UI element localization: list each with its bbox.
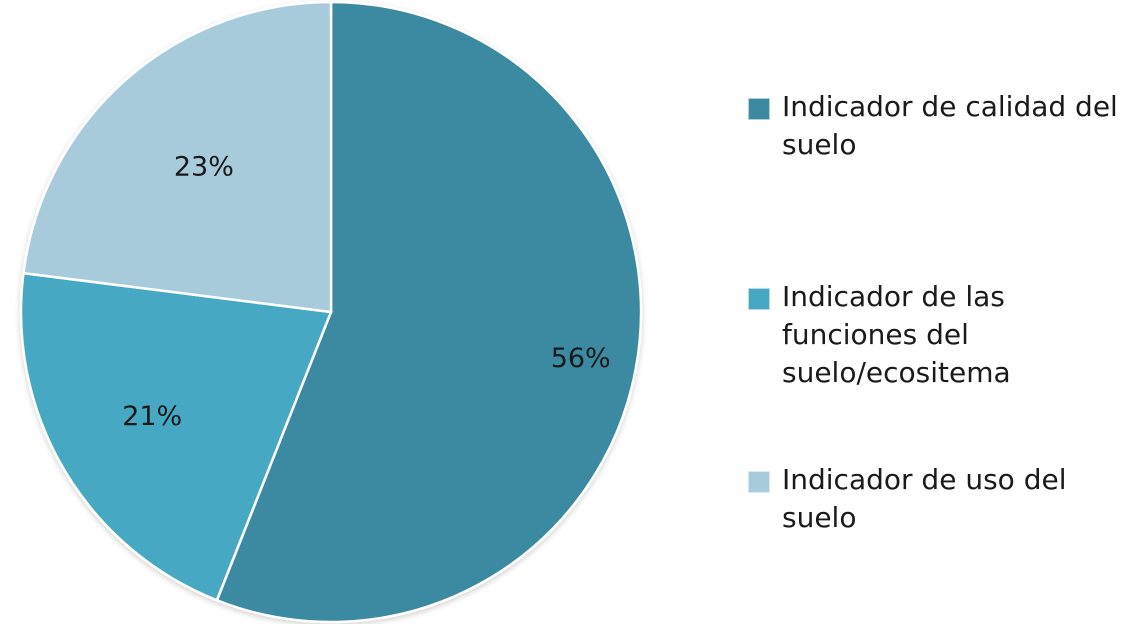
legend-item-uso: Indicador de uso del suelo [748, 461, 1132, 537]
data-label-uso: 23% [174, 151, 234, 182]
legend-item-funciones: Indicador de las funciones del suelo/eco… [748, 278, 1132, 392]
legend-item-calidad: Indicador de calidad del suelo [748, 88, 1132, 164]
pie-slice-uso [22, 0, 333, 314]
legend-swatch-funciones [748, 288, 770, 310]
pie-slice-funciones [19, 271, 333, 602]
legend-swatch-uso [748, 471, 770, 493]
legend-label-funciones: Indicador de las funciones del suelo/eco… [782, 280, 1011, 389]
data-label-calidad: 56% [551, 343, 611, 374]
legend: Indicador de calidad del suelo Indicador… [748, 0, 1132, 624]
legend-swatch-calidad [748, 98, 770, 120]
pie-slices [19, 0, 643, 624]
pie-slice-calidad [215, 0, 643, 624]
legend-label-calidad: Indicador de calidad del suelo [782, 90, 1118, 161]
legend-label-uso: Indicador de uso del suelo [782, 463, 1067, 534]
data-label-funciones: 21% [122, 401, 182, 432]
pie-data-labels: 56% 21% 23% [122, 151, 610, 432]
pie-plot-area: 56% 21% 23% [19, 0, 643, 624]
